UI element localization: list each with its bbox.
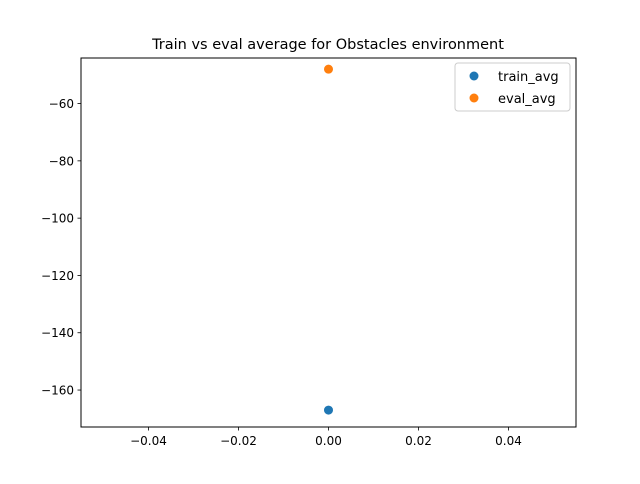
points-layer	[324, 64, 333, 415]
legend: train_avg eval_avg	[454, 62, 571, 112]
legend-label-eval-avg: eval_avg	[498, 92, 556, 107]
legend-marker-eval-avg	[469, 93, 479, 103]
y-tick-label: −140	[41, 326, 74, 340]
x-tick-label: −0.02	[220, 434, 257, 448]
x-tick-label: 0.00	[315, 434, 342, 448]
legend-marker-train-avg	[469, 71, 479, 81]
plot-frame	[80, 57, 577, 428]
x-tick-label: 0.04	[495, 434, 522, 448]
x-tick-label: 0.02	[405, 434, 432, 448]
data-point-train-avg	[324, 405, 333, 415]
y-tick-label: −80	[49, 154, 74, 168]
y-tick-label: −160	[41, 384, 74, 398]
y-tick-label: −100	[41, 212, 74, 226]
data-point-eval-avg	[324, 64, 333, 74]
x-tick-label: −0.04	[130, 434, 167, 448]
ticks-layer: −0.04 −0.02 0.00 0.02 0.04 −160 −140 −120 −100 −8…	[41, 97, 522, 448]
y-tick-label: −60	[49, 97, 74, 111]
legend-box	[454, 62, 571, 112]
legend-label-train-avg: train_avg	[498, 70, 559, 85]
y-tick-label: −120	[41, 269, 74, 283]
chart-title: Train vs eval average for Obstacles envi…	[151, 37, 504, 53]
